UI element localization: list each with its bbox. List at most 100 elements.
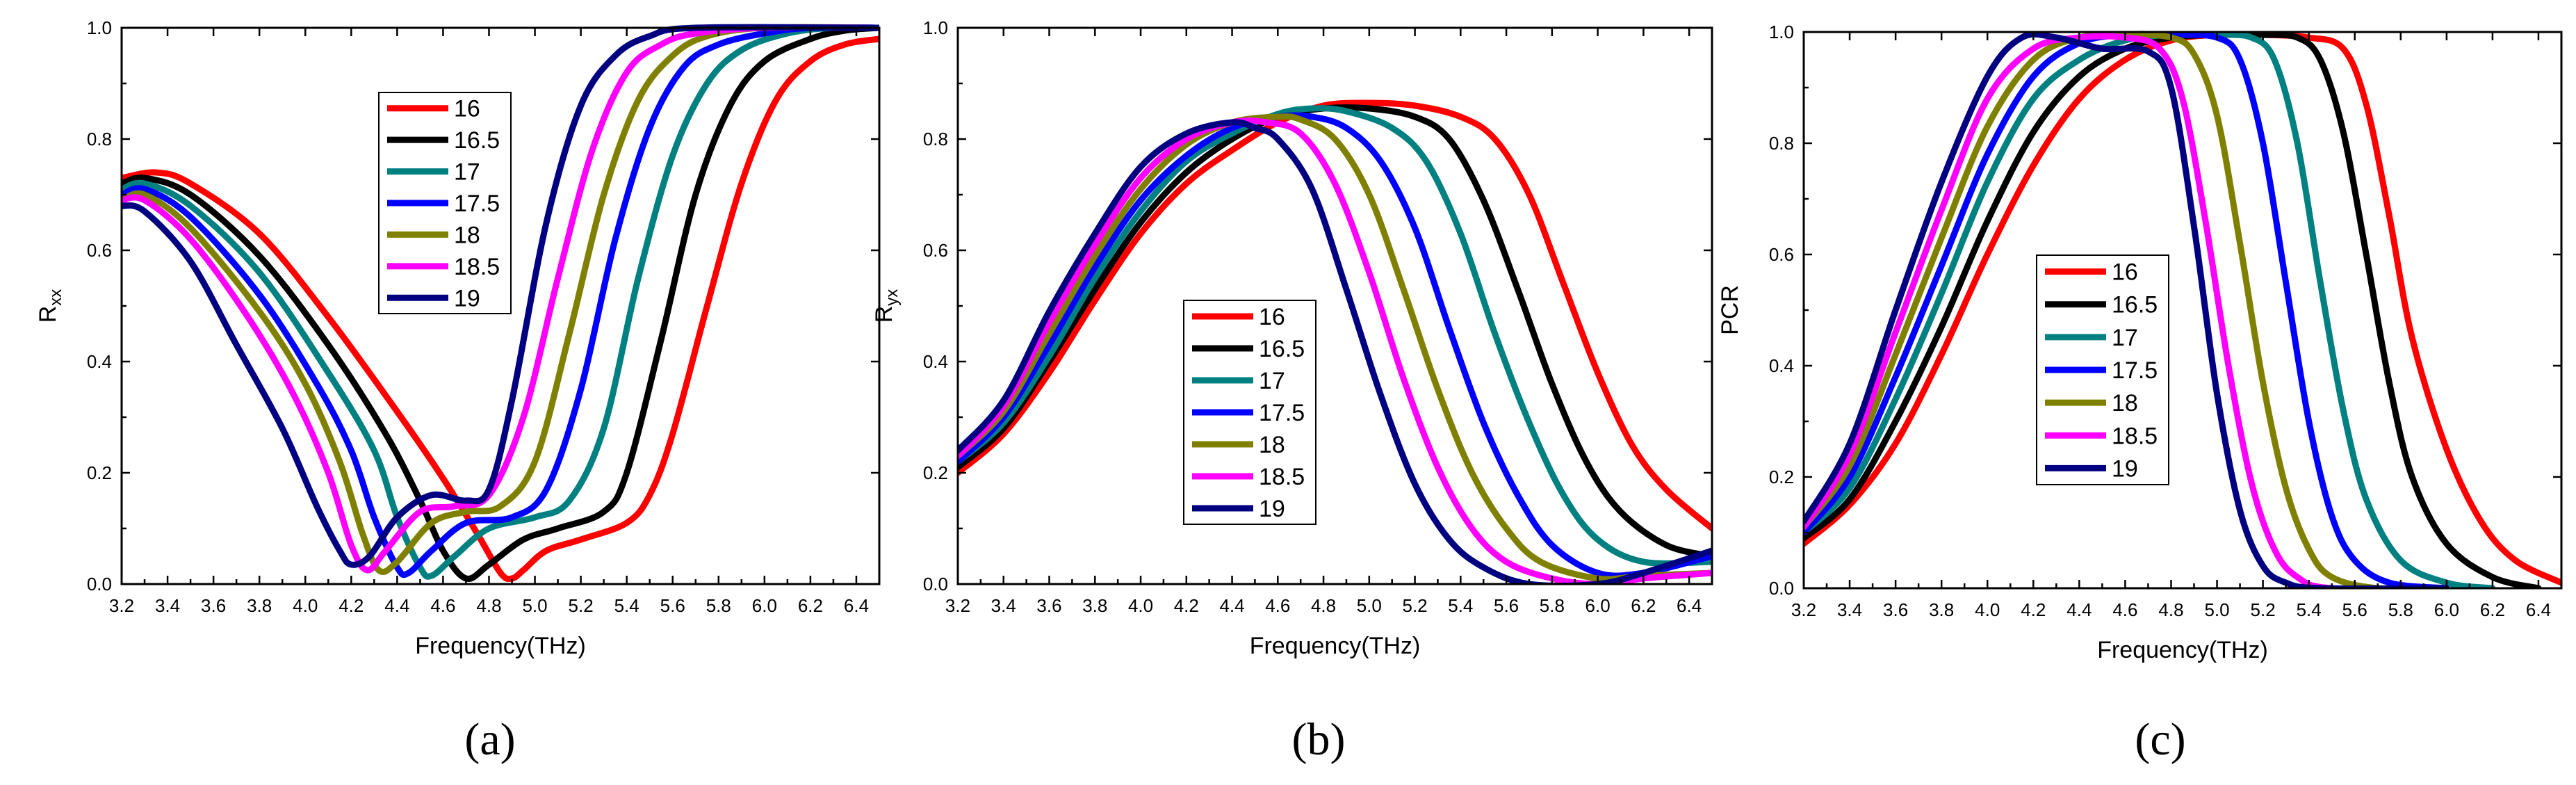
y-tick-label-b-3: 0.6 [923,240,948,261]
series-line-c-18.5 [1804,33,2450,588]
y-axis-label-a: Rxx [35,289,65,323]
y-tick-label-b-0: 0.0 [923,574,948,594]
legend-c: 16 16.5 17 17.5 18 18.5 19 [2036,254,2169,485]
y-tick-label-b-2: 0.4 [923,351,948,372]
x-tick-label-b-7: 4.6 [1265,595,1290,616]
x-axis-label-a: Frequency(THz) [415,633,586,659]
x-tick-label-b-4: 4.0 [1128,595,1153,616]
x-tick-label-c-16: 6.4 [2526,599,2551,620]
legend-label-a-18: 18 [454,222,480,248]
legend-label-b-19: 19 [1259,496,1285,522]
panel-label-a: (a) [464,714,515,765]
legend-label-c-17.5: 17.5 [2112,357,2158,384]
x-tick-label-b-9: 5.0 [1357,595,1382,616]
series-line-b-18 [958,113,1712,583]
y-axis-label-sub-a: xx [47,289,65,306]
x-tick-label-c-11: 5.4 [2297,599,2322,620]
legend-a: 16 16.5 17 17.5 18 18.5 19 [378,92,512,314]
x-tick-label-c-7: 4.6 [2112,599,2137,620]
legend-label-b-17.5: 17.5 [1259,400,1305,426]
x-tick-label-c-14: 6.0 [2434,599,2459,620]
series-line-c-19 [1804,31,2450,588]
chart-panel-a: 3.2 3.4 3.6 3.8 4.0 4.2 4.4 4.6 4.8 5.0 5.2 5.4 5.6 5… [35,17,881,765]
x-tick-label-b-2: 3.6 [1036,595,1061,616]
legend-b: 16 16.5 17 17.5 18 18.5 19 [1183,300,1316,525]
y-tick-label-c-1: 0.2 [1769,467,1794,487]
x-tick-label-b-13: 5.8 [1540,595,1565,616]
x-tick-label-b-6: 4.4 [1219,595,1244,616]
legend-label-a-18.5: 18.5 [454,254,500,280]
x-tick-label-a-7: 4.6 [430,595,455,616]
y-axis-label-c: PCR [1717,285,1743,335]
x-tick-label-c-0: 3.2 [1791,599,1816,620]
x-tick-label-a-8: 4.8 [476,595,501,616]
x-tick-label-b-0: 3.2 [945,595,970,616]
series-line-a-19 [122,24,879,568]
legend-label-b-17: 17 [1259,368,1285,394]
series-line-b-19 [958,119,1712,584]
y-tick-label-a-4: 0.8 [87,129,112,149]
y-tick-label-a-5: 1.0 [87,17,112,38]
series-line-b-17.5 [958,112,1712,579]
y-tick-label-b-4: 0.8 [923,129,948,149]
x-tick-label-c-2: 3.6 [1883,599,1908,620]
series-line-a-17 [122,24,879,580]
legend-label-b-18.5: 18.5 [1259,464,1305,490]
x-tick-label-b-16: 6.4 [1677,595,1702,616]
y-tick-label-a-3: 0.6 [87,240,112,261]
x-tick-label-a-16: 6.4 [844,595,869,616]
x-tick-label-b-8: 4.8 [1311,595,1336,616]
legend-label-c-18: 18 [2112,390,2138,416]
x-tick-label-c-1: 3.4 [1837,599,1862,620]
y-axis-label-sub-b: yx [883,289,902,306]
x-tick-label-b-5: 4.2 [1174,595,1199,616]
series-line-c-17.5 [1804,31,2450,588]
x-tick-label-a-12: 5.6 [660,595,685,616]
panel-label-b: (b) [1292,714,1346,765]
series-line-b-18.5 [958,117,1712,584]
legend-label-c-19: 19 [2112,455,2138,482]
x-axis-label-c: Frequency(THz) [2097,637,2268,663]
x-tick-label-a-15: 6.2 [798,595,823,616]
series-line-a-16.5 [122,24,879,582]
plot-frame-a [120,26,881,585]
x-tick-label-a-9: 5.0 [522,595,547,616]
x-tick-label-b-11: 5.4 [1448,595,1473,616]
y-tick-label-c-0: 0.0 [1769,578,1794,599]
y-tick-label-c-3: 0.6 [1769,244,1794,265]
x-tick-label-a-3: 3.8 [247,595,272,616]
x-tick-label-c-9: 5.0 [2204,599,2229,620]
x-tick-label-b-3: 3.8 [1082,595,1107,616]
axis-ticks-c: 3.2 3.4 3.6 3.8 4.0 4.2 4.4 4.6 4.8 5.0 5.2 5.4 5.6 5… [1769,22,2561,620]
y-tick-label-a-2: 0.4 [87,351,112,372]
plot-frame-c [1802,31,2563,590]
legend-label-c-16.5: 16.5 [2112,292,2158,318]
x-tick-label-c-12: 5.6 [2342,599,2367,620]
x-tick-label-a-6: 4.4 [384,595,409,616]
y-tick-label-c-5: 1.0 [1769,22,1794,42]
series-line-b-16.5 [958,104,1712,560]
series-lines-c [1804,31,2561,588]
x-tick-label-a-11: 5.4 [614,595,639,616]
series-line-a-16 [122,35,879,583]
x-tick-label-b-14: 6.0 [1585,595,1611,616]
legend-label-a-19: 19 [454,285,480,311]
legend-label-b-18: 18 [1259,432,1285,458]
x-tick-label-a-0: 3.2 [109,595,134,616]
x-tick-label-c-3: 3.8 [1929,599,1954,620]
chart-panel-c: 3.2 3.4 3.6 3.8 4.0 4.2 4.4 4.6 4.8 5.0 5.2 5.4 5.6 5… [1717,22,2563,765]
x-tick-label-c-5: 4.2 [2021,599,2046,620]
series-line-a-18.5 [122,24,879,574]
series-line-b-17 [958,105,1712,567]
chart-panel-b: 3.2 3.4 3.6 3.8 4.0 4.2 4.4 4.6 4.8 5.0 5.2 5.4 5.6 5… [871,17,1713,765]
legend-label-a-17.5: 17.5 [454,191,500,217]
series-line-c-16 [1804,31,2561,586]
y-tick-label-b-5: 1.0 [923,17,948,38]
y-tick-label-a-0: 0.0 [87,574,112,594]
x-tick-label-a-5: 4.2 [339,595,364,616]
axis-ticks-b: 3.2 3.4 3.6 3.8 4.0 4.2 4.4 4.6 4.8 5.0 5.2 5.4 5.6 5… [923,17,1712,616]
series-lines-b [958,99,1712,584]
plot-frame-b [956,26,1713,585]
series-line-c-18 [1804,31,2450,588]
